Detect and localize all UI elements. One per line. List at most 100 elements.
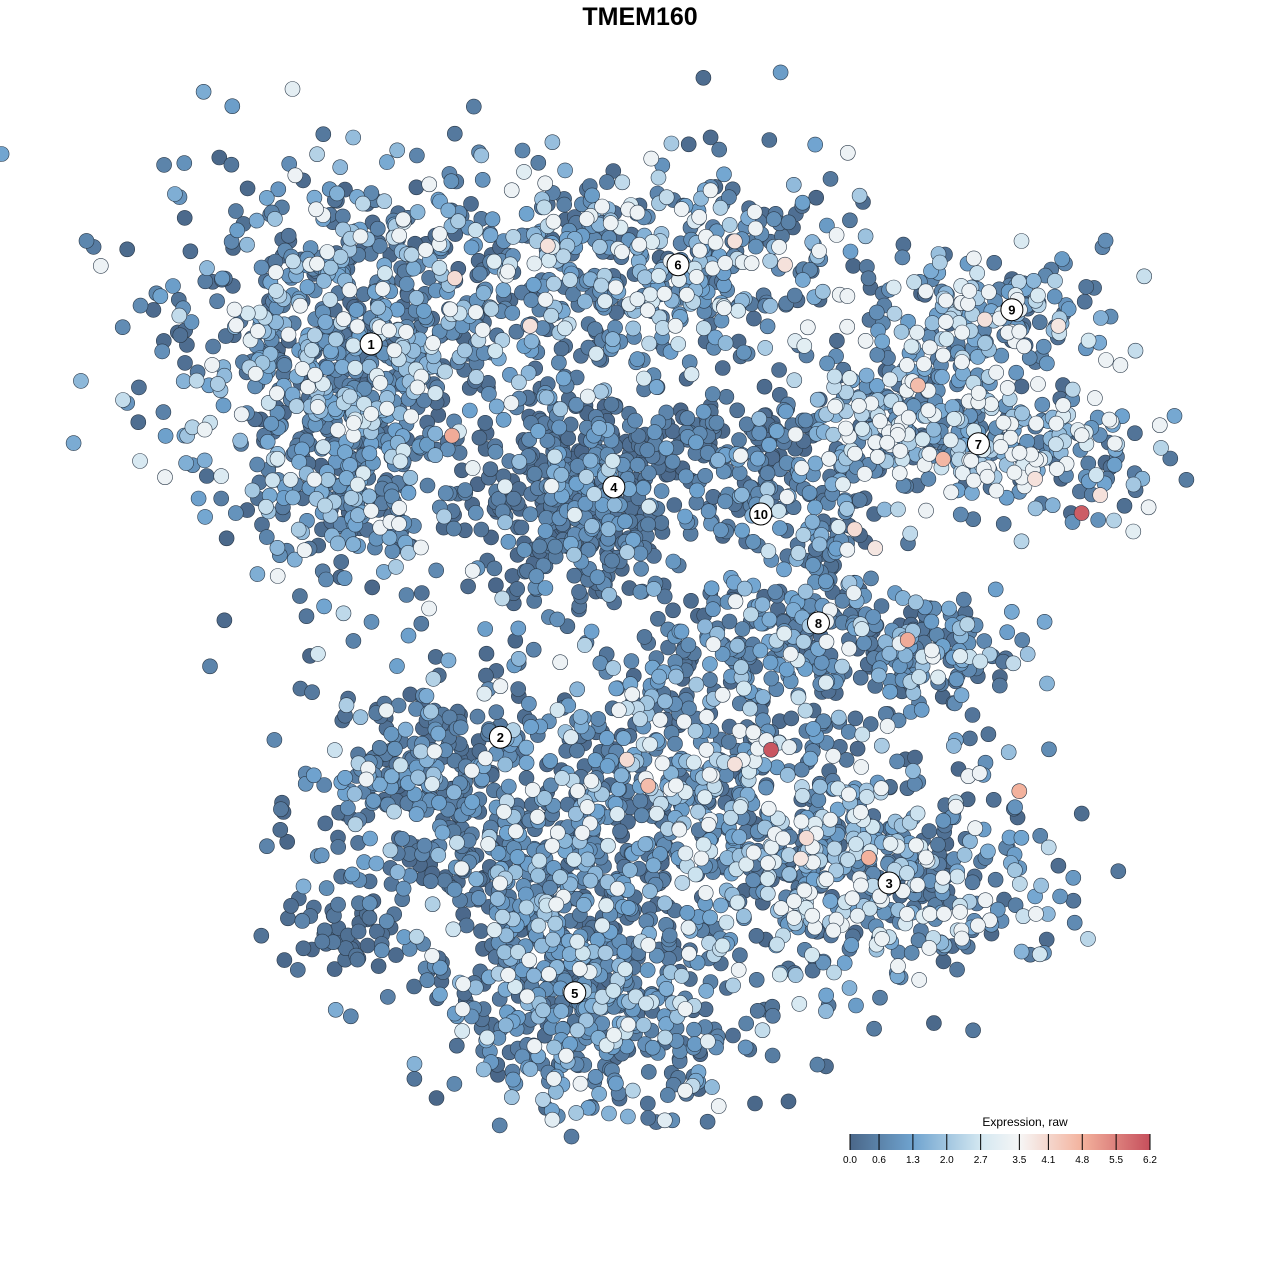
data-point: [818, 1003, 834, 1019]
data-point: [315, 126, 332, 142]
data-point: [395, 211, 412, 228]
data-point: [468, 871, 485, 887]
data-point: [154, 343, 170, 360]
data-point: [1166, 408, 1183, 424]
data-point: [476, 685, 493, 702]
data-point: [619, 544, 636, 561]
data-point: [677, 508, 693, 525]
data-point: [443, 173, 460, 189]
data-point: [413, 539, 429, 556]
data-point: [553, 340, 570, 357]
data-point: [497, 478, 513, 495]
data-point: [308, 201, 324, 218]
data-point: [673, 201, 690, 217]
data-point: [341, 282, 358, 298]
data-point: [587, 1069, 604, 1085]
data-point: [843, 937, 860, 953]
data-point: [1090, 512, 1106, 528]
data-point: [729, 402, 746, 419]
data-point: [921, 823, 938, 839]
data-point: [156, 157, 172, 173]
data-point: [296, 542, 313, 559]
data-point: [786, 910, 802, 926]
data-point: [1087, 390, 1103, 406]
data-point: [452, 719, 469, 736]
data-point: [342, 388, 358, 405]
data-point: [914, 431, 931, 448]
data-point: [767, 584, 784, 600]
data-point: [427, 425, 444, 442]
data-point: [269, 385, 285, 402]
data-point: [395, 880, 412, 897]
data-point: [759, 465, 776, 482]
data-point: [473, 147, 490, 164]
data-point: [1112, 357, 1129, 373]
data-point: [822, 171, 839, 187]
data-point: [981, 284, 997, 301]
data-point: [475, 285, 492, 301]
data-point: [202, 658, 218, 675]
data-point: [629, 351, 646, 367]
data-point: [306, 471, 323, 488]
data-point: [604, 331, 621, 348]
data-point: [857, 332, 874, 349]
data-point: [635, 480, 652, 496]
data-point: [645, 581, 662, 597]
data-point: [349, 318, 366, 335]
data-point: [721, 734, 737, 750]
data-point: [780, 1093, 797, 1110]
data-point: [1136, 268, 1152, 285]
data-point: [427, 447, 444, 464]
data-point: [673, 968, 690, 984]
data-point: [546, 1071, 562, 1087]
data-point: [624, 1082, 641, 1099]
data-point: [797, 412, 814, 429]
data-point: [797, 702, 814, 719]
data-point: [1040, 839, 1057, 856]
data-point: [549, 611, 566, 628]
data-point: [276, 952, 293, 968]
data-point: [757, 340, 774, 356]
data-point: [333, 554, 350, 570]
data-point: [879, 434, 896, 451]
data-point: [811, 243, 827, 259]
data-point: [1125, 523, 1142, 540]
data-point: [510, 620, 527, 637]
data-point: [1013, 829, 1030, 846]
data-point: [747, 1095, 763, 1112]
data-point: [463, 239, 480, 256]
data-point: [93, 258, 109, 274]
data-point: [656, 285, 673, 302]
data-point: [309, 146, 325, 162]
data-point: [428, 562, 445, 579]
data-point: [899, 357, 915, 373]
data-point: [771, 362, 787, 378]
data-point: [780, 214, 797, 231]
data-point: [566, 506, 583, 523]
data-point: [941, 600, 957, 617]
data-point: [794, 272, 811, 288]
data-point: [344, 866, 361, 883]
data-point: [965, 472, 982, 489]
data-point: [854, 421, 871, 437]
data-point: [909, 805, 926, 822]
data-point: [282, 471, 299, 488]
data-point: [377, 265, 393, 282]
data-point: [1041, 741, 1057, 758]
data-point: [1116, 497, 1133, 514]
data-point: [591, 239, 608, 255]
data-point: [639, 442, 656, 458]
data-point: [468, 369, 485, 385]
data-point: [826, 964, 842, 981]
data-point: [814, 283, 831, 300]
data-point: [188, 372, 205, 389]
data-point: [866, 1020, 882, 1037]
data-point: [521, 695, 537, 712]
data-point: [458, 917, 475, 934]
data-point: [639, 962, 656, 978]
data-point: [691, 242, 708, 259]
data-point: [417, 242, 434, 258]
data-point: [505, 1071, 521, 1088]
data-point: [746, 310, 762, 327]
data-point: [349, 951, 366, 968]
